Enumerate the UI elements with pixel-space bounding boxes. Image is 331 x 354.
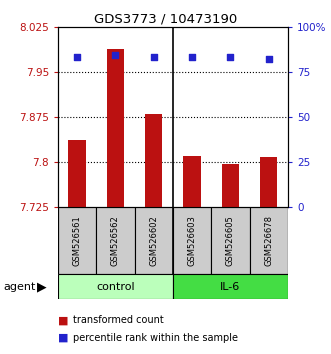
Point [228, 55, 233, 60]
Bar [145, 114, 163, 207]
Point [189, 55, 195, 60]
Bar [260, 157, 277, 207]
Text: ■: ■ [58, 333, 69, 343]
Bar [135, 207, 173, 274]
Point [151, 55, 157, 60]
Text: GSM526678: GSM526678 [264, 215, 273, 266]
Text: agent: agent [3, 282, 36, 292]
Text: IL-6: IL-6 [220, 282, 241, 292]
Text: GSM526561: GSM526561 [72, 215, 82, 266]
Bar [183, 156, 201, 207]
Point [113, 53, 118, 58]
Bar [58, 274, 173, 299]
Text: GSM526603: GSM526603 [188, 215, 197, 266]
Bar [250, 207, 288, 274]
Bar [107, 49, 124, 207]
Bar [222, 164, 239, 207]
Text: percentile rank within the sample: percentile rank within the sample [73, 333, 238, 343]
Text: transformed count: transformed count [73, 315, 164, 325]
Bar [173, 274, 288, 299]
Text: GSM526605: GSM526605 [226, 215, 235, 266]
Text: GSM526602: GSM526602 [149, 215, 158, 266]
Text: ■: ■ [58, 315, 69, 325]
Text: GSM526562: GSM526562 [111, 215, 120, 266]
Text: control: control [96, 282, 135, 292]
Bar [211, 207, 250, 274]
Text: GDS3773 / 10473190: GDS3773 / 10473190 [94, 12, 237, 25]
Text: ▶: ▶ [36, 280, 46, 293]
Bar [173, 207, 211, 274]
Point [74, 55, 80, 60]
Bar [69, 140, 86, 207]
Point [266, 56, 271, 62]
Bar [58, 207, 96, 274]
Bar [96, 207, 135, 274]
